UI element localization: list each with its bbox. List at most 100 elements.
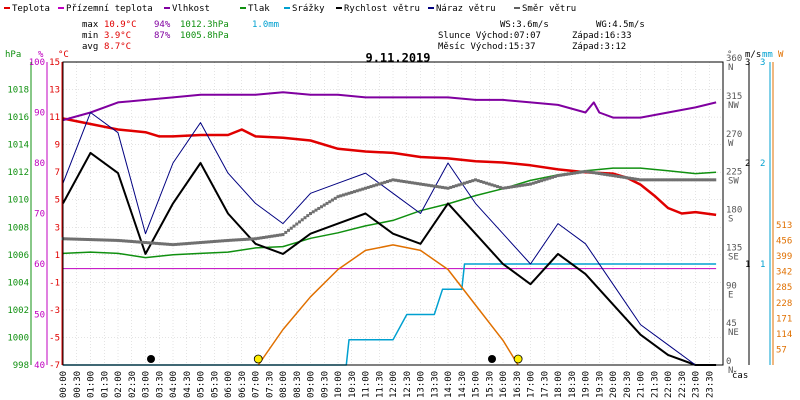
wind-direction-point <box>339 194 343 198</box>
wind-direction-point <box>652 178 656 182</box>
wind-direction-point <box>67 237 70 241</box>
plot-frame <box>62 61 724 366</box>
wind-direction-point <box>298 220 301 224</box>
wind-direction-point <box>276 233 279 237</box>
wind-direction-point <box>655 178 659 182</box>
wind-direction-point <box>179 242 183 246</box>
right-axis-watt-tick-label: 456 <box>776 237 792 247</box>
x-axis-tick-label: 17:00 <box>527 371 537 398</box>
legend-item-prizemni-teplota: Přízemní teplota <box>58 4 153 14</box>
wind-direction-point <box>248 237 252 241</box>
stat-min-temp: 3.9°C <box>104 31 131 41</box>
right-axis-dir-compass-label: SW <box>728 177 739 187</box>
wind-direction-point <box>306 214 310 218</box>
left-axis-tick-label: 1010 <box>7 196 29 206</box>
wind-direction-point <box>702 178 706 182</box>
wind-direction-point <box>124 239 128 243</box>
wind-direction-point <box>443 186 447 190</box>
right-axis-dir-compass-label: NE <box>728 328 739 338</box>
legend-label: Vlhkost <box>172 4 210 14</box>
wind-direction-point <box>487 182 491 186</box>
right-axis-watt-tick-label: 228 <box>776 299 792 309</box>
wind-direction-point <box>633 177 637 181</box>
wind-direction-point <box>122 239 125 243</box>
left-axis-tick-label: 5 <box>55 196 60 206</box>
wind-direction-point <box>644 178 648 182</box>
x-axis-tick-label: 09:30 <box>320 371 330 398</box>
x-axis-tick-label: 01:00 <box>87 371 97 398</box>
wind-direction-point <box>130 239 134 243</box>
left-axis-tick-label: 1 <box>55 251 60 261</box>
legend-item-naraz-vetru: Náraz větru <box>428 4 496 14</box>
wind-direction-point <box>254 237 257 241</box>
wind-direction-point <box>314 208 318 212</box>
wind-direction-point <box>380 181 384 185</box>
left-axis-tick-label: -3 <box>49 306 60 316</box>
wind-direction-point <box>391 178 395 182</box>
left-axis-tick-label: 90 <box>34 109 45 119</box>
wind-direction-point <box>570 172 574 176</box>
stat-avg-label: avg <box>82 42 98 52</box>
wind-direction-point <box>204 240 208 244</box>
wind-direction-point <box>193 241 197 245</box>
wind-direction-point <box>287 228 290 232</box>
wind-direction-point <box>113 238 117 242</box>
stat-min-hum: 87% <box>154 31 171 41</box>
wind-direction-point <box>663 178 667 182</box>
series-teplota <box>62 117 717 217</box>
wind-direction-point <box>512 185 516 189</box>
left-axis-tick-label: 3 <box>55 223 60 233</box>
right-axis-dir-tick-label: 360 <box>726 54 742 64</box>
wind-direction-point <box>388 179 392 183</box>
wind-direction-point <box>476 179 480 183</box>
wind-direction-point <box>163 242 167 246</box>
wind-direction-point <box>182 242 186 246</box>
wind-direction-point <box>553 174 557 178</box>
wind-direction-point <box>427 183 431 187</box>
right-axis-watt-tick-label: 399 <box>776 252 792 262</box>
x-axis-tick-label: 00:00 <box>59 371 69 398</box>
wind-direction-point <box>166 242 169 246</box>
wind-direction-point <box>259 236 263 240</box>
wind-direction-point <box>174 242 178 246</box>
left-axis-tick-label: 15 <box>49 58 60 68</box>
x-axis-tick-label: 16:00 <box>499 371 509 398</box>
wind-direction-point <box>518 184 521 188</box>
wind-direction-point <box>218 239 222 243</box>
x-axis-tick-label: 04:00 <box>169 371 179 398</box>
wind-direction-point <box>639 178 642 182</box>
moon-marker <box>488 355 496 363</box>
wind-direction-point <box>234 238 238 242</box>
wind-direction-point <box>540 179 543 183</box>
wind-direction-point <box>542 178 546 182</box>
wind-direction-point <box>589 170 593 174</box>
wind-direction-point <box>232 238 235 242</box>
stat-ws: WS:3.6m/s <box>500 20 549 30</box>
wind-direction-point <box>347 191 351 195</box>
wind-direction-point <box>606 173 609 177</box>
wind-direction-point <box>474 178 477 182</box>
series-layer <box>61 91 717 366</box>
wind-direction-point <box>600 172 604 176</box>
wind-direction-point <box>273 234 277 238</box>
wind-direction-point <box>119 239 123 243</box>
right-axis-mm-tick-label: 1 <box>760 260 765 270</box>
wind-direction-point <box>364 186 367 190</box>
wind-direction-point <box>608 173 612 177</box>
wind-direction-point <box>694 178 697 182</box>
wind-direction-point <box>573 171 576 175</box>
right-axis-dir-tick-label: 315 <box>726 92 742 102</box>
wind-direction-point <box>452 185 455 189</box>
wind-direction-point <box>245 237 249 241</box>
x-axis-tick-label: 18:30 <box>568 371 578 398</box>
wind-direction-point <box>311 210 315 214</box>
stats-block: max 10.9°C 94% 1012.3hPa 1.0mm min 3.9°C… <box>82 20 279 52</box>
wind-direction-point <box>146 241 150 245</box>
wind-direction-point <box>86 238 90 242</box>
wind-direction-point <box>509 185 513 189</box>
x-axis-tick-label: 03:30 <box>155 371 165 398</box>
wind-direction-point <box>614 174 618 178</box>
axis-unit-mm: mm <box>762 50 773 60</box>
